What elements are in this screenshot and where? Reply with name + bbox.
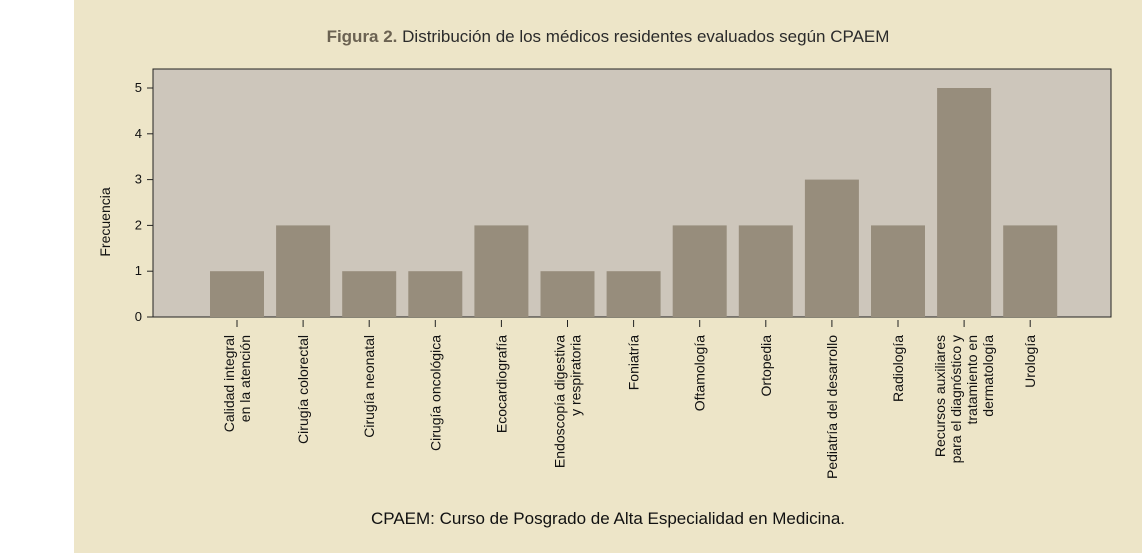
y-tick-label: 5 — [135, 80, 142, 95]
x-tick-label-line: Ecocardiografía — [493, 335, 509, 433]
y-tick-label: 1 — [135, 263, 142, 278]
x-tick-label-line: Radiología — [890, 335, 906, 402]
x-tick-label-line: dermatología — [980, 335, 996, 417]
x-tick-label: Oftamología — [692, 335, 708, 411]
x-axis: Calidad integralen la atención Cirugía co… — [221, 320, 1038, 479]
figure-title: Figura 2. Distribución de los médicos re… — [74, 27, 1142, 47]
x-tick-label: Ortopedia — [758, 335, 774, 397]
x-tick-label-line: en la atención — [237, 335, 253, 422]
bar — [804, 179, 859, 317]
x-tick-label-line: tratamiento en — [964, 335, 980, 425]
y-tick-label: 4 — [135, 126, 142, 141]
x-tick-label-line: Recursos auxiliares — [932, 335, 948, 457]
x-tick-label-line: Calidad integral — [221, 335, 237, 432]
x-tick-label: Urología — [1022, 335, 1038, 388]
y-tick-label: 3 — [135, 172, 142, 187]
y-axis: 0 1 2 3 4 5 — [135, 80, 153, 324]
y-tick-label: 2 — [135, 217, 142, 232]
bar — [871, 225, 925, 317]
bar — [672, 225, 727, 317]
x-tick-label-line: Ortopedia — [758, 335, 774, 397]
x-tick-label-line: Pediatría del desarrollo — [824, 335, 840, 479]
bar — [738, 225, 793, 317]
bar — [210, 271, 264, 317]
bar — [606, 271, 661, 317]
x-tick-label-line: Foniatría — [626, 335, 642, 390]
figure-label: Figura 2. — [326, 27, 398, 46]
x-tick-label-line: Oftamología — [692, 335, 708, 411]
x-tick-label: Cirugía colorectal — [295, 335, 311, 444]
x-tick-label-line: Cirugía neonatal — [361, 335, 377, 438]
figure-caption: CPAEM: Curso de Posgrado de Alta Especia… — [370, 509, 846, 528]
bar — [276, 225, 331, 317]
x-tick-label: Endoscopía digestivay respiratoria — [552, 335, 584, 468]
x-tick-label: Recursos auxiliarespara el diagnóstico y… — [932, 335, 996, 464]
x-tick-label-line: para el diagnóstico y — [948, 335, 964, 463]
bar — [1003, 225, 1058, 317]
bars-group — [210, 88, 1058, 317]
x-tick-label: Foniatría — [626, 335, 642, 390]
bar — [540, 271, 595, 317]
figure-title-text: Distribución de los médicos residentes e… — [402, 27, 890, 46]
x-tick-label: Cirugía oncológica — [427, 335, 443, 451]
x-tick-label-line: Endoscopía digestiva — [552, 335, 568, 468]
bar — [342, 271, 397, 317]
bar — [408, 271, 463, 317]
bar — [937, 88, 992, 317]
x-tick-label: Radiología — [890, 335, 906, 402]
x-tick-label-line: Cirugía oncológica — [427, 335, 443, 451]
x-tick-label-line: y respiratoria — [568, 335, 584, 416]
x-tick-label-line: Cirugía colorectal — [295, 335, 311, 444]
bar — [474, 225, 529, 317]
x-tick-label: Calidad integralen la atención — [221, 335, 253, 432]
y-tick-label: 0 — [135, 309, 142, 324]
x-tick-label: Cirugía neonatal — [361, 335, 377, 438]
x-tick-label: Pediatría del desarrollo — [824, 335, 840, 479]
y-axis-label: Frecuencia — [97, 187, 113, 256]
x-tick-label: Ecocardiografía — [493, 335, 509, 433]
x-tick-label-line: Urología — [1022, 335, 1038, 388]
